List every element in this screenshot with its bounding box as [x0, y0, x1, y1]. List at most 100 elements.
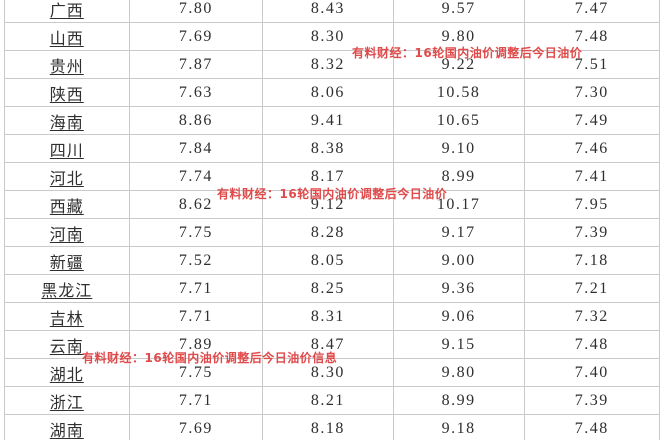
province-cell: 河北	[4, 162, 130, 191]
price-cell: 8.99	[392, 386, 525, 415]
price-cell: 9.15	[392, 330, 525, 359]
price-cell: 9.22	[392, 50, 525, 79]
table-row: 云南 7.89 8.47 9.15 7.48	[4, 330, 660, 359]
province-link[interactable]: 湖南	[49, 422, 84, 440]
watermark-text: 有料财经：16轮国内油价调整后今日油价	[217, 187, 448, 201]
price-cell: 7.75	[128, 358, 264, 387]
watermark-text: 有料财经：16轮国内油价调整后今日油价	[352, 46, 583, 60]
table-row: 贵州 7.87 8.32 9.22 7.51	[4, 50, 660, 79]
price-cell: 8.25	[262, 274, 394, 303]
price-cell: 7.95	[523, 190, 660, 219]
price-cell: 10.58	[392, 78, 525, 107]
price-cell: 7.41	[523, 162, 660, 191]
price-cell: 7.69	[128, 22, 264, 51]
price-cell: 7.87	[128, 50, 264, 79]
price-cell: 8.21	[262, 386, 394, 415]
table-row: 西藏 8.62 9.12 10.17 7.95	[4, 190, 660, 219]
price-cell: 8.18	[262, 414, 394, 440]
province-link[interactable]: 陕西	[49, 86, 84, 104]
price-cell: 7.32	[523, 302, 660, 331]
price-cell: 8.32	[262, 50, 394, 79]
province-link[interactable]: 新疆	[49, 254, 84, 272]
province-link[interactable]: 湖北	[49, 366, 84, 384]
table-row: 湖南 7.69 8.18 9.18 7.48	[4, 414, 660, 440]
price-cell: 9.10	[392, 134, 525, 163]
province-cell: 陕西	[4, 78, 130, 107]
price-cell: 7.71	[128, 274, 264, 303]
price-cell: 7.71	[128, 302, 264, 331]
province-link[interactable]: 四川	[49, 142, 84, 160]
province-cell: 贵州	[4, 50, 130, 79]
watermark-text: 有料财经：16轮国内油价调整后今日油价信息	[82, 351, 338, 365]
price-cell: 8.43	[262, 0, 394, 23]
price-cell: 7.30	[523, 78, 660, 107]
price-cell: 8.62	[128, 190, 264, 219]
price-cell: 7.69	[128, 414, 264, 440]
province-link[interactable]: 黑龙江	[41, 282, 93, 300]
province-link[interactable]: 河北	[49, 170, 84, 188]
price-cell: 7.39	[523, 218, 660, 247]
price-cell: 9.36	[392, 274, 525, 303]
province-link[interactable]: 吉林	[49, 310, 84, 328]
price-cell: 7.46	[523, 134, 660, 163]
province-cell: 山西	[4, 22, 130, 51]
province-link[interactable]: 海南	[49, 114, 84, 132]
price-cell: 9.06	[392, 302, 525, 331]
price-cell: 8.99	[392, 162, 525, 191]
province-cell: 海南	[4, 106, 130, 135]
price-cell: 7.48	[523, 330, 660, 359]
province-cell: 黑龙江	[4, 274, 130, 303]
price-cell: 8.86	[128, 106, 264, 135]
price-cell: 9.00	[392, 246, 525, 275]
table-row: 山西 7.69 8.30 9.80 7.48	[4, 22, 660, 51]
price-cell: 9.57	[392, 0, 525, 23]
price-cell: 10.65	[392, 106, 525, 135]
price-cell: 7.80	[128, 0, 264, 23]
province-cell: 新疆	[4, 246, 130, 275]
table-row: 吉林 7.71 8.31 9.06 7.32	[4, 302, 660, 331]
province-link[interactable]: 河南	[49, 226, 84, 244]
province-cell: 西藏	[4, 190, 130, 219]
province-cell: 浙江	[4, 386, 130, 415]
table-row: 黑龙江 7.71 8.25 9.36 7.21	[4, 274, 660, 303]
price-cell: 7.21	[523, 274, 660, 303]
price-cell: 7.51	[523, 50, 660, 79]
price-cell: 7.74	[128, 162, 264, 191]
price-cell: 7.75	[128, 218, 264, 247]
table-row: 浙江 7.71 8.21 8.99 7.39	[4, 386, 660, 415]
province-link[interactable]: 广西	[49, 2, 84, 20]
price-cell: 9.80	[392, 22, 525, 51]
price-cell: 8.30	[262, 358, 394, 387]
price-cell: 7.39	[523, 386, 660, 415]
province-cell: 云南	[4, 330, 130, 359]
province-link[interactable]: 浙江	[49, 394, 84, 412]
table-row: 海南 8.86 9.41 10.65 7.49	[4, 106, 660, 135]
table-row: 河南 7.75 8.28 9.17 7.39	[4, 218, 660, 247]
price-cell: 8.05	[262, 246, 394, 275]
province-link[interactable]: 山西	[49, 30, 84, 48]
price-cell: 8.06	[262, 78, 394, 107]
price-cell: 7.71	[128, 386, 264, 415]
province-cell: 河南	[4, 218, 130, 247]
table-row: 湖北 7.75 8.30 9.80 7.40	[4, 358, 660, 387]
province-link[interactable]: 贵州	[49, 58, 84, 76]
price-cell: 8.31	[262, 302, 394, 331]
province-cell: 湖南	[4, 414, 130, 440]
table-row: 四川 7.84 8.38 9.10 7.46	[4, 134, 660, 163]
price-cell: 9.41	[262, 106, 394, 135]
province-link[interactable]: 云南	[49, 338, 84, 356]
table-row: 陕西 7.63 8.06 10.58 7.30	[4, 78, 660, 107]
price-cell: 7.63	[128, 78, 264, 107]
table-row: 广西 7.80 8.43 9.57 7.47	[4, 0, 660, 23]
price-cell: 9.17	[392, 218, 525, 247]
price-cell: 7.49	[523, 106, 660, 135]
province-cell: 湖北	[4, 358, 130, 387]
province-link[interactable]: 西藏	[49, 198, 84, 216]
province-cell: 四川	[4, 134, 130, 163]
price-cell: 9.18	[392, 414, 525, 440]
province-cell: 广西	[4, 0, 130, 23]
price-cell: 8.17	[262, 162, 394, 191]
price-cell: 7.84	[128, 134, 264, 163]
price-cell: 7.48	[523, 22, 660, 51]
